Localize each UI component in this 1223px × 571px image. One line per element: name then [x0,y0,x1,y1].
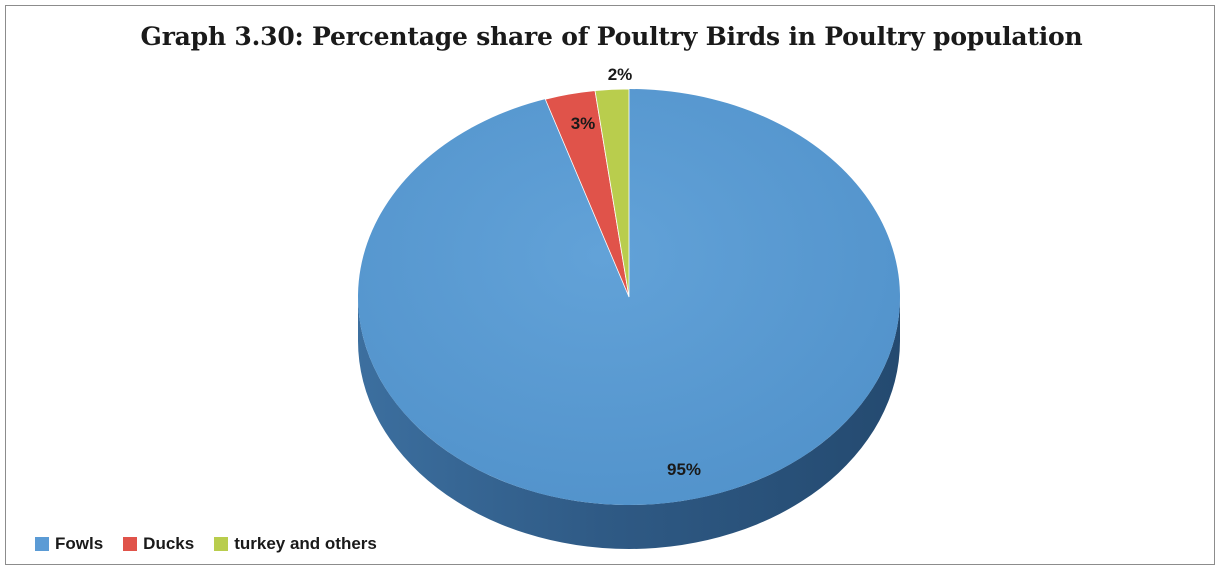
legend-label-ducks: Ducks [143,534,195,553]
pie-side-wall [358,297,900,549]
legend: Fowls Ducks turkey and others [35,534,377,554]
legend-item-fowls: Fowls [35,534,103,554]
pie-layer: 95% 3% 2% [358,65,901,549]
data-label-turkey-and-others: 2% [608,65,633,84]
legend-item-turkey: turkey and others [214,534,377,554]
legend-swatch-ducks [123,537,138,551]
data-label-fowls: 95% [667,460,701,479]
pie-slice-turkey-and-others [594,88,630,298]
legend-swatch-fowls [35,537,49,551]
data-label-ducks: 3% [571,114,596,133]
legend-label-fowls: Fowls [55,534,104,553]
legend-item-ducks: Ducks [123,534,194,554]
legend-swatch-turkey [214,537,229,551]
legend-label-turkey: turkey and others [234,534,377,553]
chart-title: Graph 3.30: Percentage share of Poultry … [140,22,1083,51]
